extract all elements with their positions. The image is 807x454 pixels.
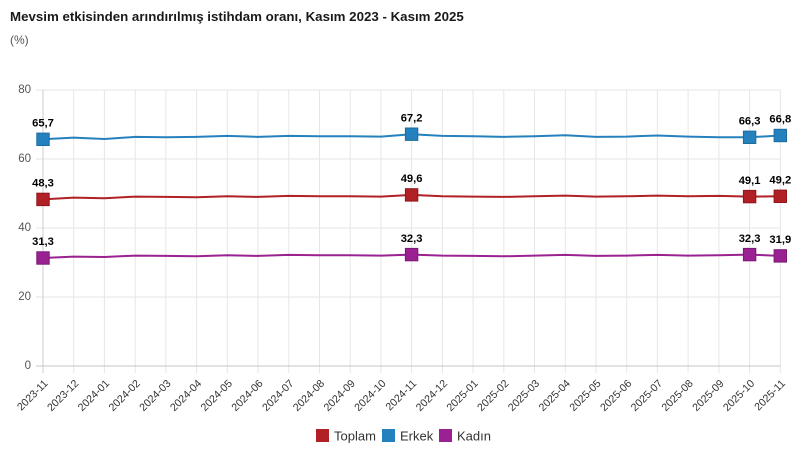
svg-text:Kadın: Kadın [457, 429, 491, 444]
svg-text:31,9: 31,9 [769, 234, 791, 246]
svg-text:49,1: 49,1 [739, 175, 761, 187]
svg-text:31,3: 31,3 [32, 236, 54, 248]
svg-text:32,3: 32,3 [401, 233, 423, 245]
svg-text:Erkek: Erkek [400, 429, 434, 444]
svg-text:60: 60 [18, 153, 31, 165]
svg-text:Toplam: Toplam [334, 429, 376, 444]
svg-text:Mevsim etkisinden arındırılmış: Mevsim etkisinden arındırılmış istihdam … [10, 9, 464, 24]
svg-text:66,3: 66,3 [739, 116, 761, 128]
svg-text:20: 20 [18, 291, 31, 303]
svg-text:66,8: 66,8 [769, 114, 791, 126]
svg-text:48,3: 48,3 [32, 178, 54, 190]
svg-text:49,2: 49,2 [769, 175, 791, 187]
svg-text:80: 80 [18, 84, 31, 96]
svg-text:67,2: 67,2 [401, 112, 423, 124]
svg-text:40: 40 [18, 222, 31, 234]
svg-text:32,3: 32,3 [739, 233, 761, 245]
svg-text:0: 0 [25, 360, 31, 372]
svg-text:65,7: 65,7 [32, 118, 54, 130]
svg-text:(%): (%) [10, 33, 29, 47]
svg-text:49,6: 49,6 [401, 173, 423, 185]
